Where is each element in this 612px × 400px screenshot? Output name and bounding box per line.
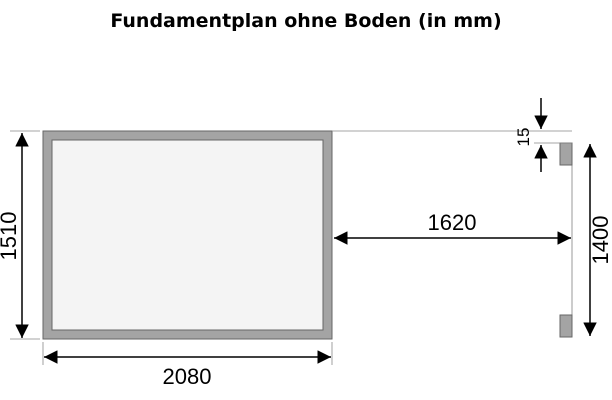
offset-label: 15 <box>514 128 533 147</box>
extension-lines <box>10 130 572 365</box>
diagram-title: Fundamentplan ohne Boden (in mm) <box>110 10 502 32</box>
depth-left-label: 1510 <box>0 212 21 261</box>
depth-right-label: 1400 <box>588 216 612 265</box>
width-bottom-label: 2080 <box>163 364 212 389</box>
offset-dimension <box>534 98 572 172</box>
foundation-frame <box>42 130 333 340</box>
post-top <box>559 142 573 166</box>
post-bottom <box>559 314 573 338</box>
gap-label: 1620 <box>428 210 477 235</box>
